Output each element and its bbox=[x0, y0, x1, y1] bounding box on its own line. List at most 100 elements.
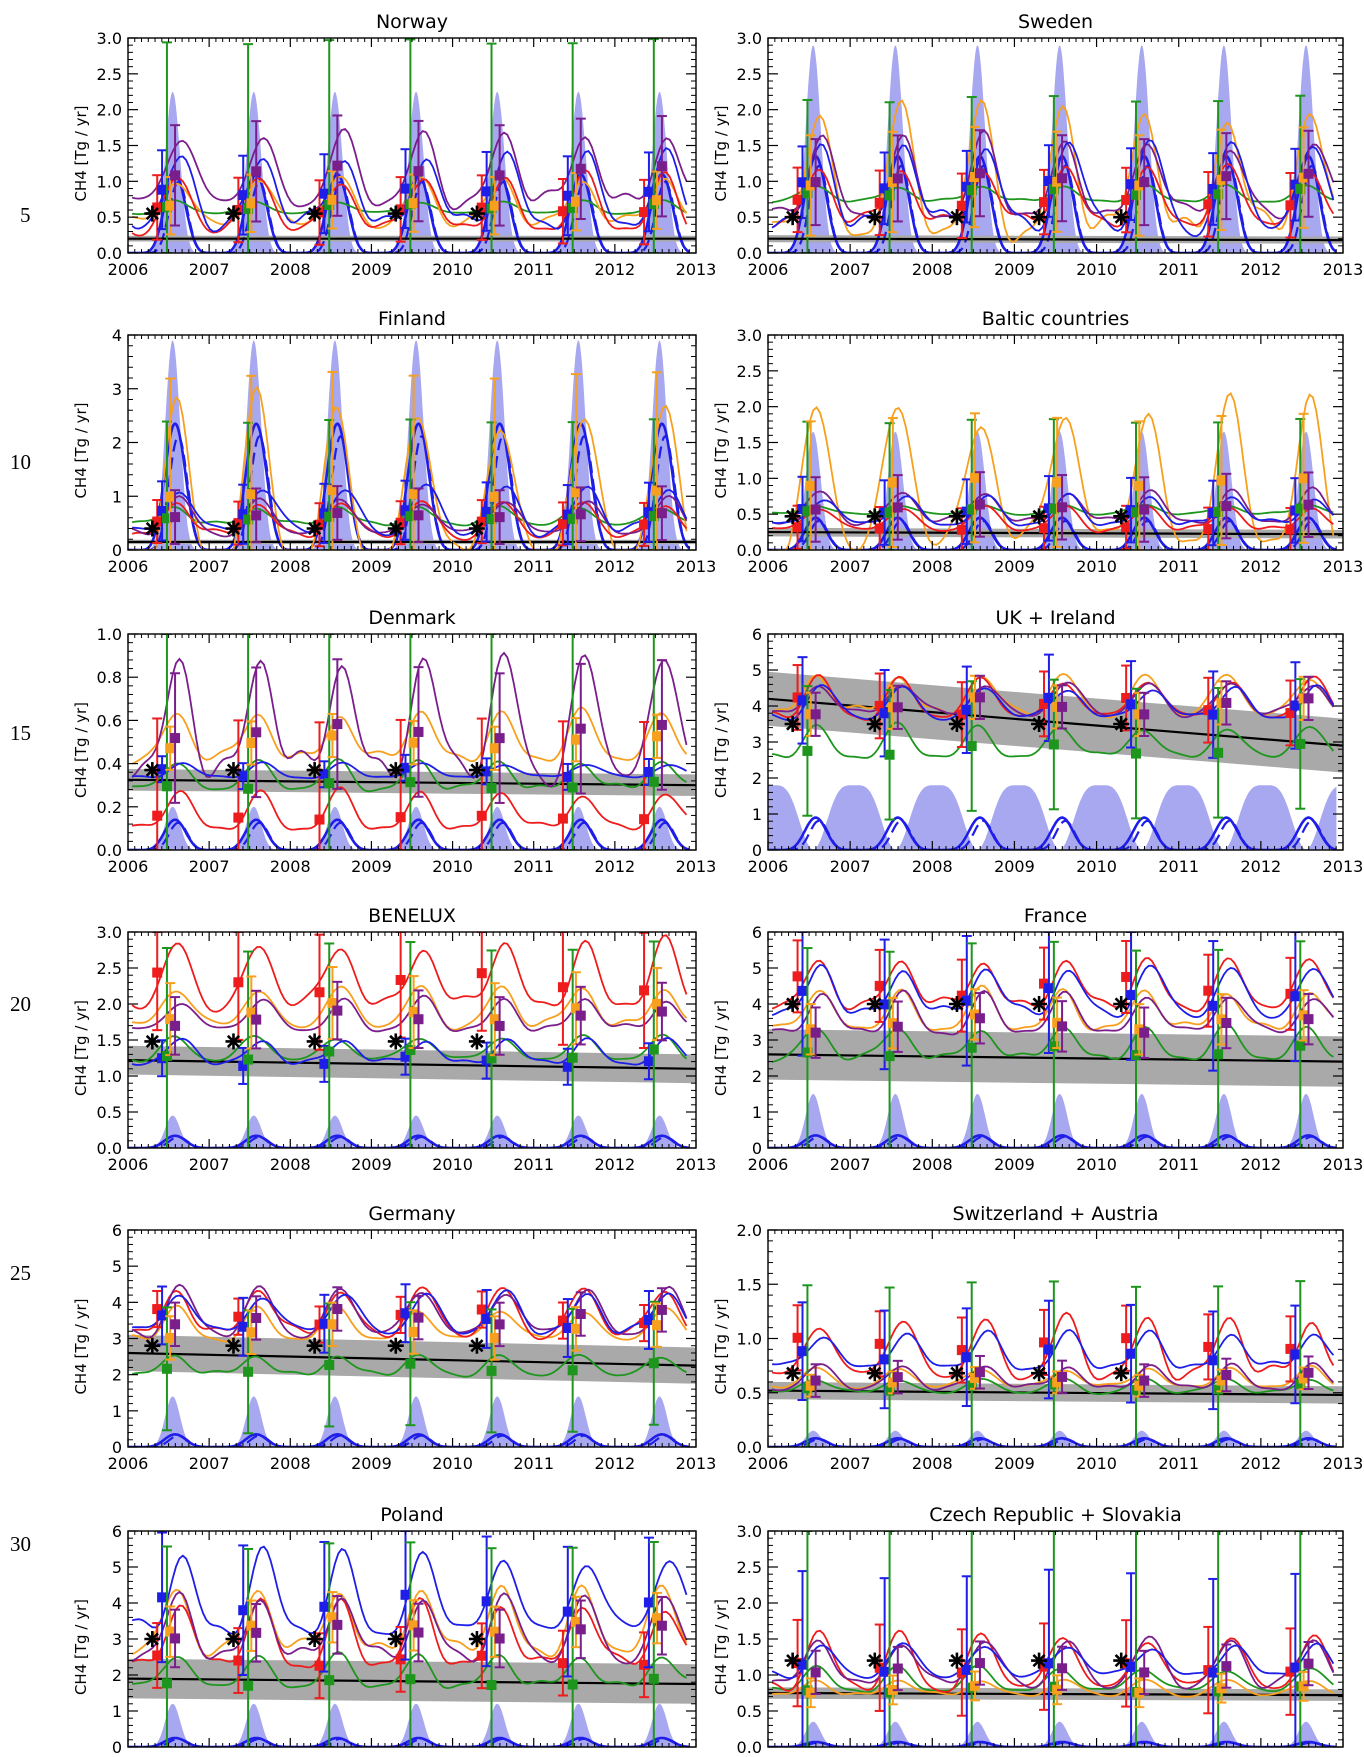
y-axis-label: CH4 [Tg / yr] bbox=[72, 105, 90, 201]
x-tick-label: 2011 bbox=[513, 260, 554, 279]
annual-marker-red bbox=[557, 518, 568, 529]
observation-asterisk bbox=[948, 716, 965, 732]
annual-marker-green bbox=[648, 1673, 659, 1684]
x-tick-label: 2007 bbox=[189, 857, 230, 876]
annual-marker-purple bbox=[1221, 1661, 1232, 1672]
observation-asterisk bbox=[387, 1033, 404, 1050]
chart-title: UK + Ireland bbox=[995, 607, 1115, 629]
annual-marker-blue bbox=[238, 1605, 249, 1616]
observation-asterisk bbox=[387, 762, 404, 779]
x-tick-label: 2008 bbox=[270, 857, 311, 876]
annual-marker-red bbox=[152, 1650, 163, 1661]
asterisk-stroke bbox=[868, 997, 882, 1011]
annual-marker-purple bbox=[170, 733, 181, 744]
annual-marker-orange bbox=[570, 1003, 581, 1014]
annual-marker-green bbox=[1295, 738, 1306, 749]
asterisk-stroke bbox=[145, 1632, 159, 1646]
y-tick-label: 1.5 bbox=[737, 1275, 762, 1294]
annual-marker-blue bbox=[1208, 183, 1219, 194]
x-tick-label: 2012 bbox=[594, 857, 635, 876]
annual-marker-orange bbox=[327, 997, 338, 1008]
annual-marker-orange bbox=[652, 731, 663, 742]
x-tick-label: 2006 bbox=[748, 1454, 789, 1473]
asterisk-stroke bbox=[950, 1654, 964, 1668]
annual-marker-blue bbox=[319, 769, 330, 780]
annual-marker-orange bbox=[805, 1380, 816, 1391]
annual-marker-purple bbox=[1303, 499, 1314, 510]
x-tick-label: 2013 bbox=[676, 1155, 717, 1174]
x-tick-label: 2013 bbox=[676, 260, 717, 279]
annual-marker-orange bbox=[489, 1626, 500, 1637]
observation-asterisk bbox=[1031, 996, 1048, 1012]
annual-marker-blue bbox=[879, 1666, 890, 1677]
wetland-model-dashed-line bbox=[128, 435, 691, 550]
annual-marker-orange bbox=[327, 194, 338, 205]
observation-asterisk bbox=[948, 209, 965, 226]
annual-marker-orange bbox=[570, 1616, 581, 1627]
x-tick-label: 2013 bbox=[1323, 857, 1364, 876]
x-tick-label: 2008 bbox=[270, 1155, 311, 1174]
annual-marker-blue bbox=[1126, 1661, 1137, 1672]
asterisk-stroke bbox=[226, 1034, 241, 1049]
observation-asterisk bbox=[1113, 996, 1130, 1012]
annual-marker-purple bbox=[656, 1620, 667, 1631]
asterisk-stroke bbox=[308, 1034, 322, 1049]
observation-asterisk bbox=[784, 508, 801, 525]
asterisk-stroke bbox=[1032, 210, 1046, 224]
x-tick-label: 2010 bbox=[432, 1454, 473, 1473]
annual-marker-green bbox=[486, 1053, 497, 1064]
asterisk-stroke bbox=[1114, 1654, 1128, 1668]
annual-marker-blue bbox=[1208, 709, 1219, 720]
annual-marker-green bbox=[243, 1366, 254, 1377]
x-tick-label: 2012 bbox=[1240, 857, 1281, 876]
plot-area bbox=[768, 1280, 1343, 1447]
x-tick-label: 2010 bbox=[432, 260, 473, 279]
y-tick-label: 2.5 bbox=[737, 65, 762, 84]
observation-asterisk bbox=[784, 716, 801, 732]
annual-marker-orange bbox=[246, 489, 257, 500]
x-tick-label: 2007 bbox=[189, 1754, 230, 1757]
annual-marker-green bbox=[1213, 747, 1224, 758]
annual-marker-purple bbox=[575, 1309, 586, 1320]
plot-area bbox=[128, 340, 696, 550]
annual-marker-green bbox=[486, 1365, 497, 1376]
x-tick-label: 2009 bbox=[994, 260, 1035, 279]
annual-marker-green bbox=[1295, 1040, 1306, 1051]
x-tick-label: 2013 bbox=[1323, 1454, 1364, 1473]
annual-marker-red bbox=[152, 516, 163, 527]
annual-marker-orange bbox=[570, 196, 581, 207]
inversion-series-green bbox=[131, 1650, 687, 1690]
annual-marker-blue bbox=[1208, 1667, 1219, 1678]
plot-area bbox=[128, 38, 696, 253]
asterisk-stroke bbox=[389, 521, 403, 536]
annual-marker-blue bbox=[400, 183, 411, 194]
annual-marker-purple bbox=[1303, 693, 1314, 704]
annual-marker-purple bbox=[1139, 177, 1150, 188]
wetland-prior-band bbox=[768, 1430, 1337, 1447]
asterisk-stroke bbox=[389, 1339, 403, 1353]
annual-marker-purple bbox=[251, 1627, 262, 1638]
asterisk-stroke bbox=[786, 1366, 800, 1380]
annual-marker-orange bbox=[1052, 1377, 1063, 1388]
y-tick-label: 0 bbox=[752, 1139, 762, 1158]
annual-marker-orange bbox=[489, 200, 500, 211]
annual-marker-blue bbox=[797, 177, 808, 188]
annual-marker-red bbox=[874, 197, 885, 208]
x-tick-label: 2008 bbox=[270, 557, 311, 576]
observation-asterisk bbox=[306, 205, 323, 222]
asterisk-stroke bbox=[145, 1339, 159, 1353]
annual-marker-purple bbox=[810, 1667, 821, 1678]
annual-marker-blue bbox=[1208, 1000, 1219, 1011]
y-tick-label: 6 bbox=[112, 1221, 122, 1240]
annual-marker-red bbox=[639, 985, 650, 996]
annual-marker-red bbox=[233, 1655, 244, 1666]
annual-marker-blue bbox=[1043, 1344, 1054, 1355]
wetland-model-dashed-line bbox=[128, 821, 690, 850]
wetland-model-line bbox=[128, 1134, 690, 1148]
observation-asterisk bbox=[225, 762, 242, 779]
y-axis-label: CH4 [Tg / yr] bbox=[72, 402, 90, 498]
annual-marker-blue bbox=[238, 190, 249, 201]
annual-marker-orange bbox=[887, 477, 898, 488]
annual-marker-purple bbox=[892, 702, 903, 713]
annual-marker-red bbox=[639, 519, 650, 530]
